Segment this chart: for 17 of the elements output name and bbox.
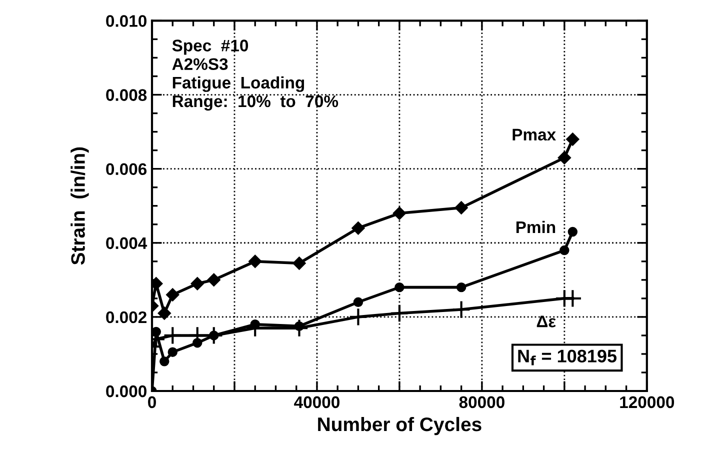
annotation: Spec #10 A2%S3 Fatigue Loading Range: 10% to 70%: [172, 40, 338, 111]
series-label: Pmax: [512, 128, 556, 141]
y-tick-label: 0.010: [106, 15, 146, 27]
x-tick-label: 120000: [620, 396, 674, 408]
x-tick-label: 40000: [294, 396, 340, 408]
y-tick-label: 0.008: [106, 89, 147, 101]
x-axis-title: Number of Cycles: [318, 416, 482, 436]
series-label: Δε: [536, 316, 556, 328]
y-axis-title: Strain (in/in): [70, 147, 89, 265]
series-label: Pmin: [516, 220, 556, 233]
x-tick-label: 80000: [459, 396, 504, 408]
y-tick-label: 0.002: [106, 311, 146, 324]
y-tick-label: 0.006: [106, 163, 147, 176]
y-tick-label: 0.000: [106, 385, 146, 398]
y-tick-label: 0.004: [106, 237, 148, 250]
x-tick-label: 0: [148, 396, 156, 408]
annotation: N$_{f}$ = 108195: [518, 350, 617, 366]
